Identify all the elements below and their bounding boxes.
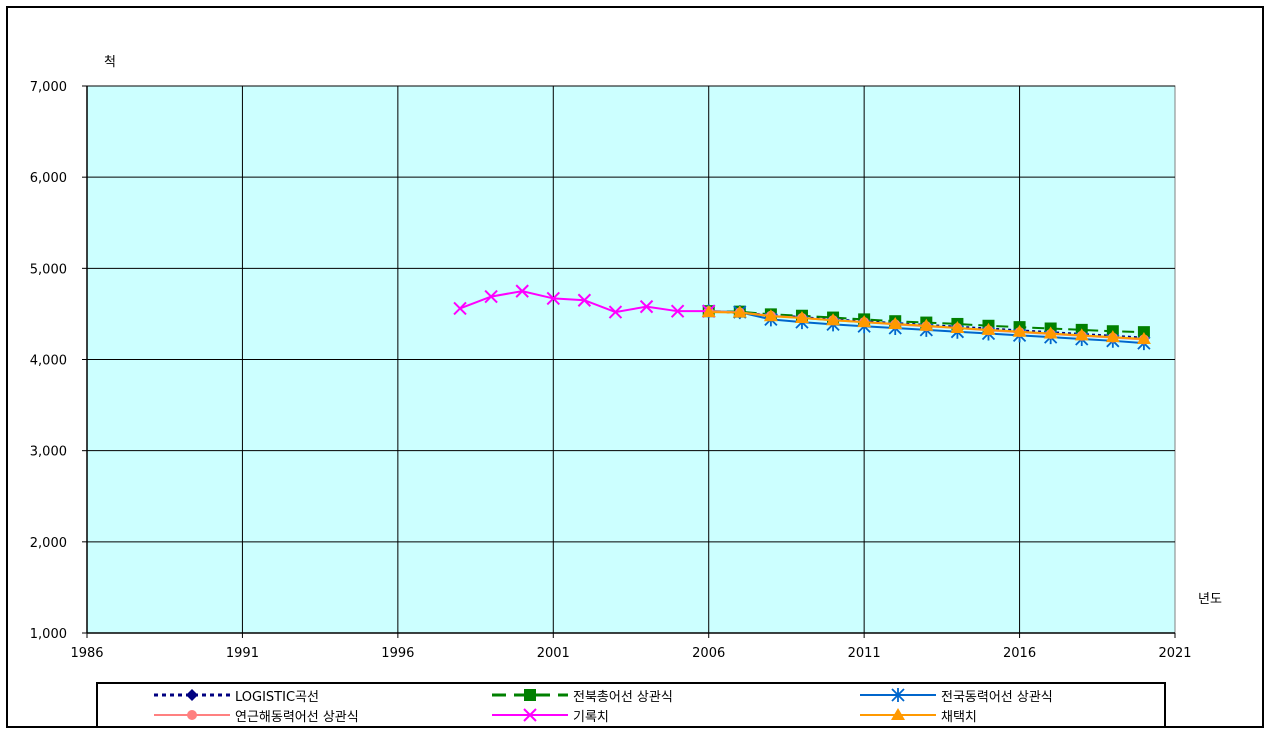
legend-label: 전북총어선 상관식 bbox=[573, 689, 673, 705]
data-point bbox=[515, 284, 529, 298]
data-point bbox=[1136, 331, 1151, 344]
data-point bbox=[1074, 328, 1089, 341]
legend-swatch bbox=[492, 689, 568, 701]
legend-marker bbox=[187, 710, 197, 720]
legend-item: 연근해동력어선 상관식 bbox=[150, 705, 359, 725]
y-axis-unit-label: 척 bbox=[104, 55, 116, 70]
x-tick-label: 1996 bbox=[381, 646, 414, 661]
data-point bbox=[1012, 324, 1027, 337]
data-point bbox=[670, 304, 685, 318]
data-point bbox=[577, 293, 592, 307]
legend-marker bbox=[523, 708, 537, 722]
legend-item: 전국동력어선 상관식 bbox=[856, 685, 1053, 705]
data-point bbox=[763, 309, 778, 322]
data-point bbox=[484, 289, 498, 304]
series-5 bbox=[453, 284, 716, 319]
y-tick-label: 7,000 bbox=[30, 80, 67, 95]
legend-item: LOGISTIC곡선 bbox=[150, 685, 319, 705]
x-axis-unit-label: 년도 bbox=[1198, 592, 1222, 607]
data-point bbox=[826, 313, 841, 326]
x-tick-label: 2016 bbox=[1003, 646, 1036, 661]
y-tick-label: 4,000 bbox=[30, 354, 67, 369]
data-point bbox=[608, 305, 623, 319]
x-tick-label: 1986 bbox=[70, 646, 103, 661]
data-point bbox=[1043, 326, 1058, 339]
legend-marker bbox=[186, 689, 198, 701]
legend-item: 전북총어선 상관식 bbox=[488, 685, 673, 705]
legend-label: 기록치 bbox=[573, 709, 609, 725]
legend-swatch bbox=[860, 708, 936, 720]
data-point bbox=[732, 305, 747, 318]
data-point bbox=[919, 318, 934, 331]
x-tick-label: 2001 bbox=[537, 646, 570, 661]
legend-swatch bbox=[154, 710, 230, 720]
data-point bbox=[794, 311, 809, 324]
y-tick-label: 5,000 bbox=[30, 262, 67, 277]
data-point bbox=[701, 305, 716, 318]
legend-marker bbox=[524, 689, 536, 701]
legend-swatch bbox=[860, 688, 936, 702]
data-point bbox=[950, 321, 965, 334]
data-point bbox=[639, 299, 654, 314]
data-point bbox=[453, 301, 467, 316]
legend-label: 전국동력어선 상관식 bbox=[941, 689, 1053, 705]
data-point bbox=[1105, 330, 1120, 343]
legend-marker bbox=[891, 708, 905, 720]
legend-swatch bbox=[154, 689, 230, 701]
x-tick-label: 2011 bbox=[848, 646, 881, 661]
x-tick-label: 2006 bbox=[692, 646, 725, 661]
y-tick-label: 3,000 bbox=[30, 445, 67, 460]
legend-label: 채택치 bbox=[941, 709, 977, 725]
y-tick-label: 1,000 bbox=[30, 627, 67, 642]
legend-item: 기록치 bbox=[488, 705, 609, 725]
data-point bbox=[857, 315, 872, 328]
data-point bbox=[888, 316, 903, 329]
legend-label: LOGISTIC곡선 bbox=[235, 689, 319, 705]
y-tick-label: 6,000 bbox=[30, 171, 67, 186]
series-6 bbox=[701, 305, 1151, 344]
x-tick-label: 1991 bbox=[226, 646, 259, 661]
legend-marker bbox=[891, 688, 905, 702]
legend-item: 채택치 bbox=[856, 705, 977, 725]
data-point bbox=[981, 322, 996, 335]
data-point bbox=[546, 291, 560, 306]
x-tick-label: 2021 bbox=[1158, 646, 1191, 661]
y-tick-label: 2,000 bbox=[30, 536, 67, 551]
legend-label: 연근해동력어선 상관식 bbox=[235, 709, 359, 725]
legend-swatch bbox=[492, 708, 568, 722]
